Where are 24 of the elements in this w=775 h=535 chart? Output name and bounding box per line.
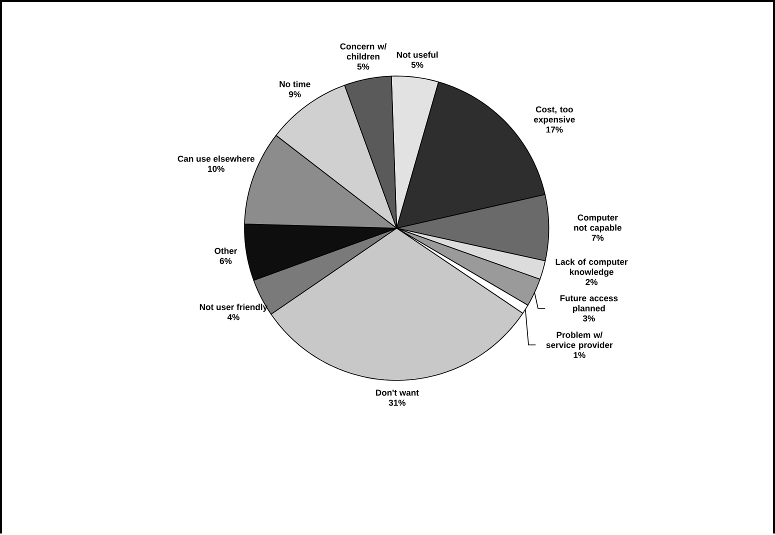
slice-label: Problem w/ service provider bbox=[546, 332, 613, 350]
data-label: 5% bbox=[357, 64, 370, 70]
slice-label: Can use elsewhere bbox=[178, 156, 254, 162]
data-label: 1% bbox=[574, 352, 586, 358]
slice-label: Not user friendly bbox=[200, 304, 268, 312]
slice-label: Concern w/ children bbox=[340, 43, 387, 60]
slice-label: No time bbox=[280, 81, 310, 88]
slice-label: Lack of computer knowledge bbox=[556, 258, 628, 277]
data-label: 3% bbox=[582, 316, 595, 322]
data-label: 10% bbox=[208, 166, 224, 172]
data-label: 2% bbox=[586, 279, 598, 286]
slice-label: Not useful bbox=[396, 52, 438, 58]
slice-label: Computer not capable bbox=[574, 214, 622, 233]
data-label: 9% bbox=[288, 91, 301, 98]
data-label: 31% bbox=[388, 400, 406, 406]
data-label: 7% bbox=[592, 234, 604, 242]
slice-label: Don't want bbox=[376, 390, 419, 396]
data-label: 4% bbox=[227, 314, 240, 320]
slice-label: Cost, too expensive bbox=[534, 106, 575, 124]
data-label: 5% bbox=[411, 62, 424, 68]
slice-label: Other bbox=[214, 248, 238, 254]
data-label: 6% bbox=[220, 258, 232, 264]
legend-label: Future access planned bbox=[560, 295, 618, 314]
data-label: 17% bbox=[546, 126, 563, 133]
